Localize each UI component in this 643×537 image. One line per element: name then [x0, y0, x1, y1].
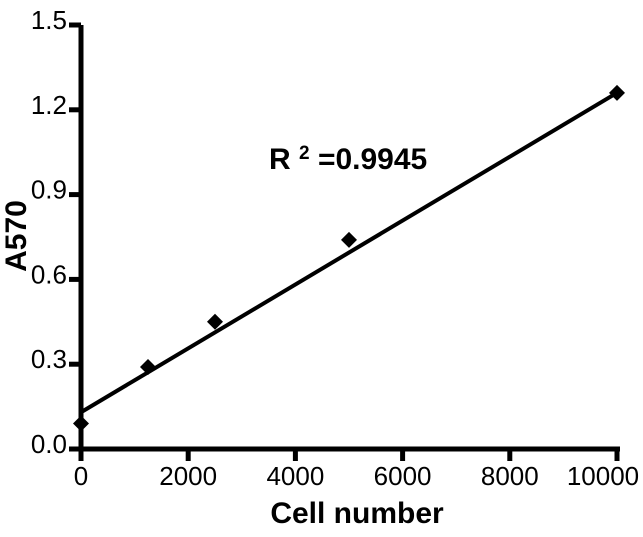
x-tick-label: 6000 [374, 461, 432, 491]
y-axis-title: A570 [0, 200, 33, 272]
r-squared-value: =0.9945 [318, 143, 427, 176]
r-squared-base: R [269, 143, 291, 176]
y-tick-label: 0.0 [31, 429, 67, 459]
x-axis-title: Cell number [270, 497, 444, 530]
data-point [140, 359, 156, 376]
plot-generated-layer: 0 2000 4000 6000 8000 10000 0.0 0.3 0.6 0.9 1.2 1.5 [31, 5, 639, 491]
data-point [341, 231, 357, 248]
x-tick-label: 4000 [266, 461, 324, 491]
y-tick-label: 1.2 [31, 90, 67, 120]
x-tick-label: 10000 [567, 461, 639, 491]
data-point [73, 415, 89, 432]
x-tick-label: 8000 [481, 461, 539, 491]
r-squared-superscript: 2 [299, 143, 310, 164]
data-point [609, 84, 625, 101]
y-tick-label: 1.5 [31, 5, 67, 35]
x-tick-label: 2000 [159, 461, 217, 491]
x-tick-label: 0 [74, 461, 88, 491]
y-tick-label: 0.9 [31, 175, 67, 205]
r-squared-annotation: R 2 =0.9945 [269, 133, 427, 176]
data-point [207, 313, 223, 330]
y-tick-label: 0.6 [31, 259, 67, 289]
y-tick-label: 0.3 [31, 344, 67, 374]
trend-line [79, 91, 619, 414]
